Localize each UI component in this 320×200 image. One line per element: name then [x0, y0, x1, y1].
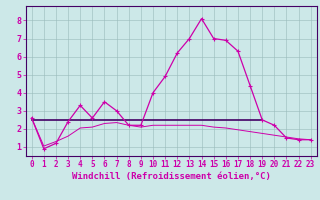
X-axis label: Windchill (Refroidissement éolien,°C): Windchill (Refroidissement éolien,°C)	[72, 172, 271, 181]
